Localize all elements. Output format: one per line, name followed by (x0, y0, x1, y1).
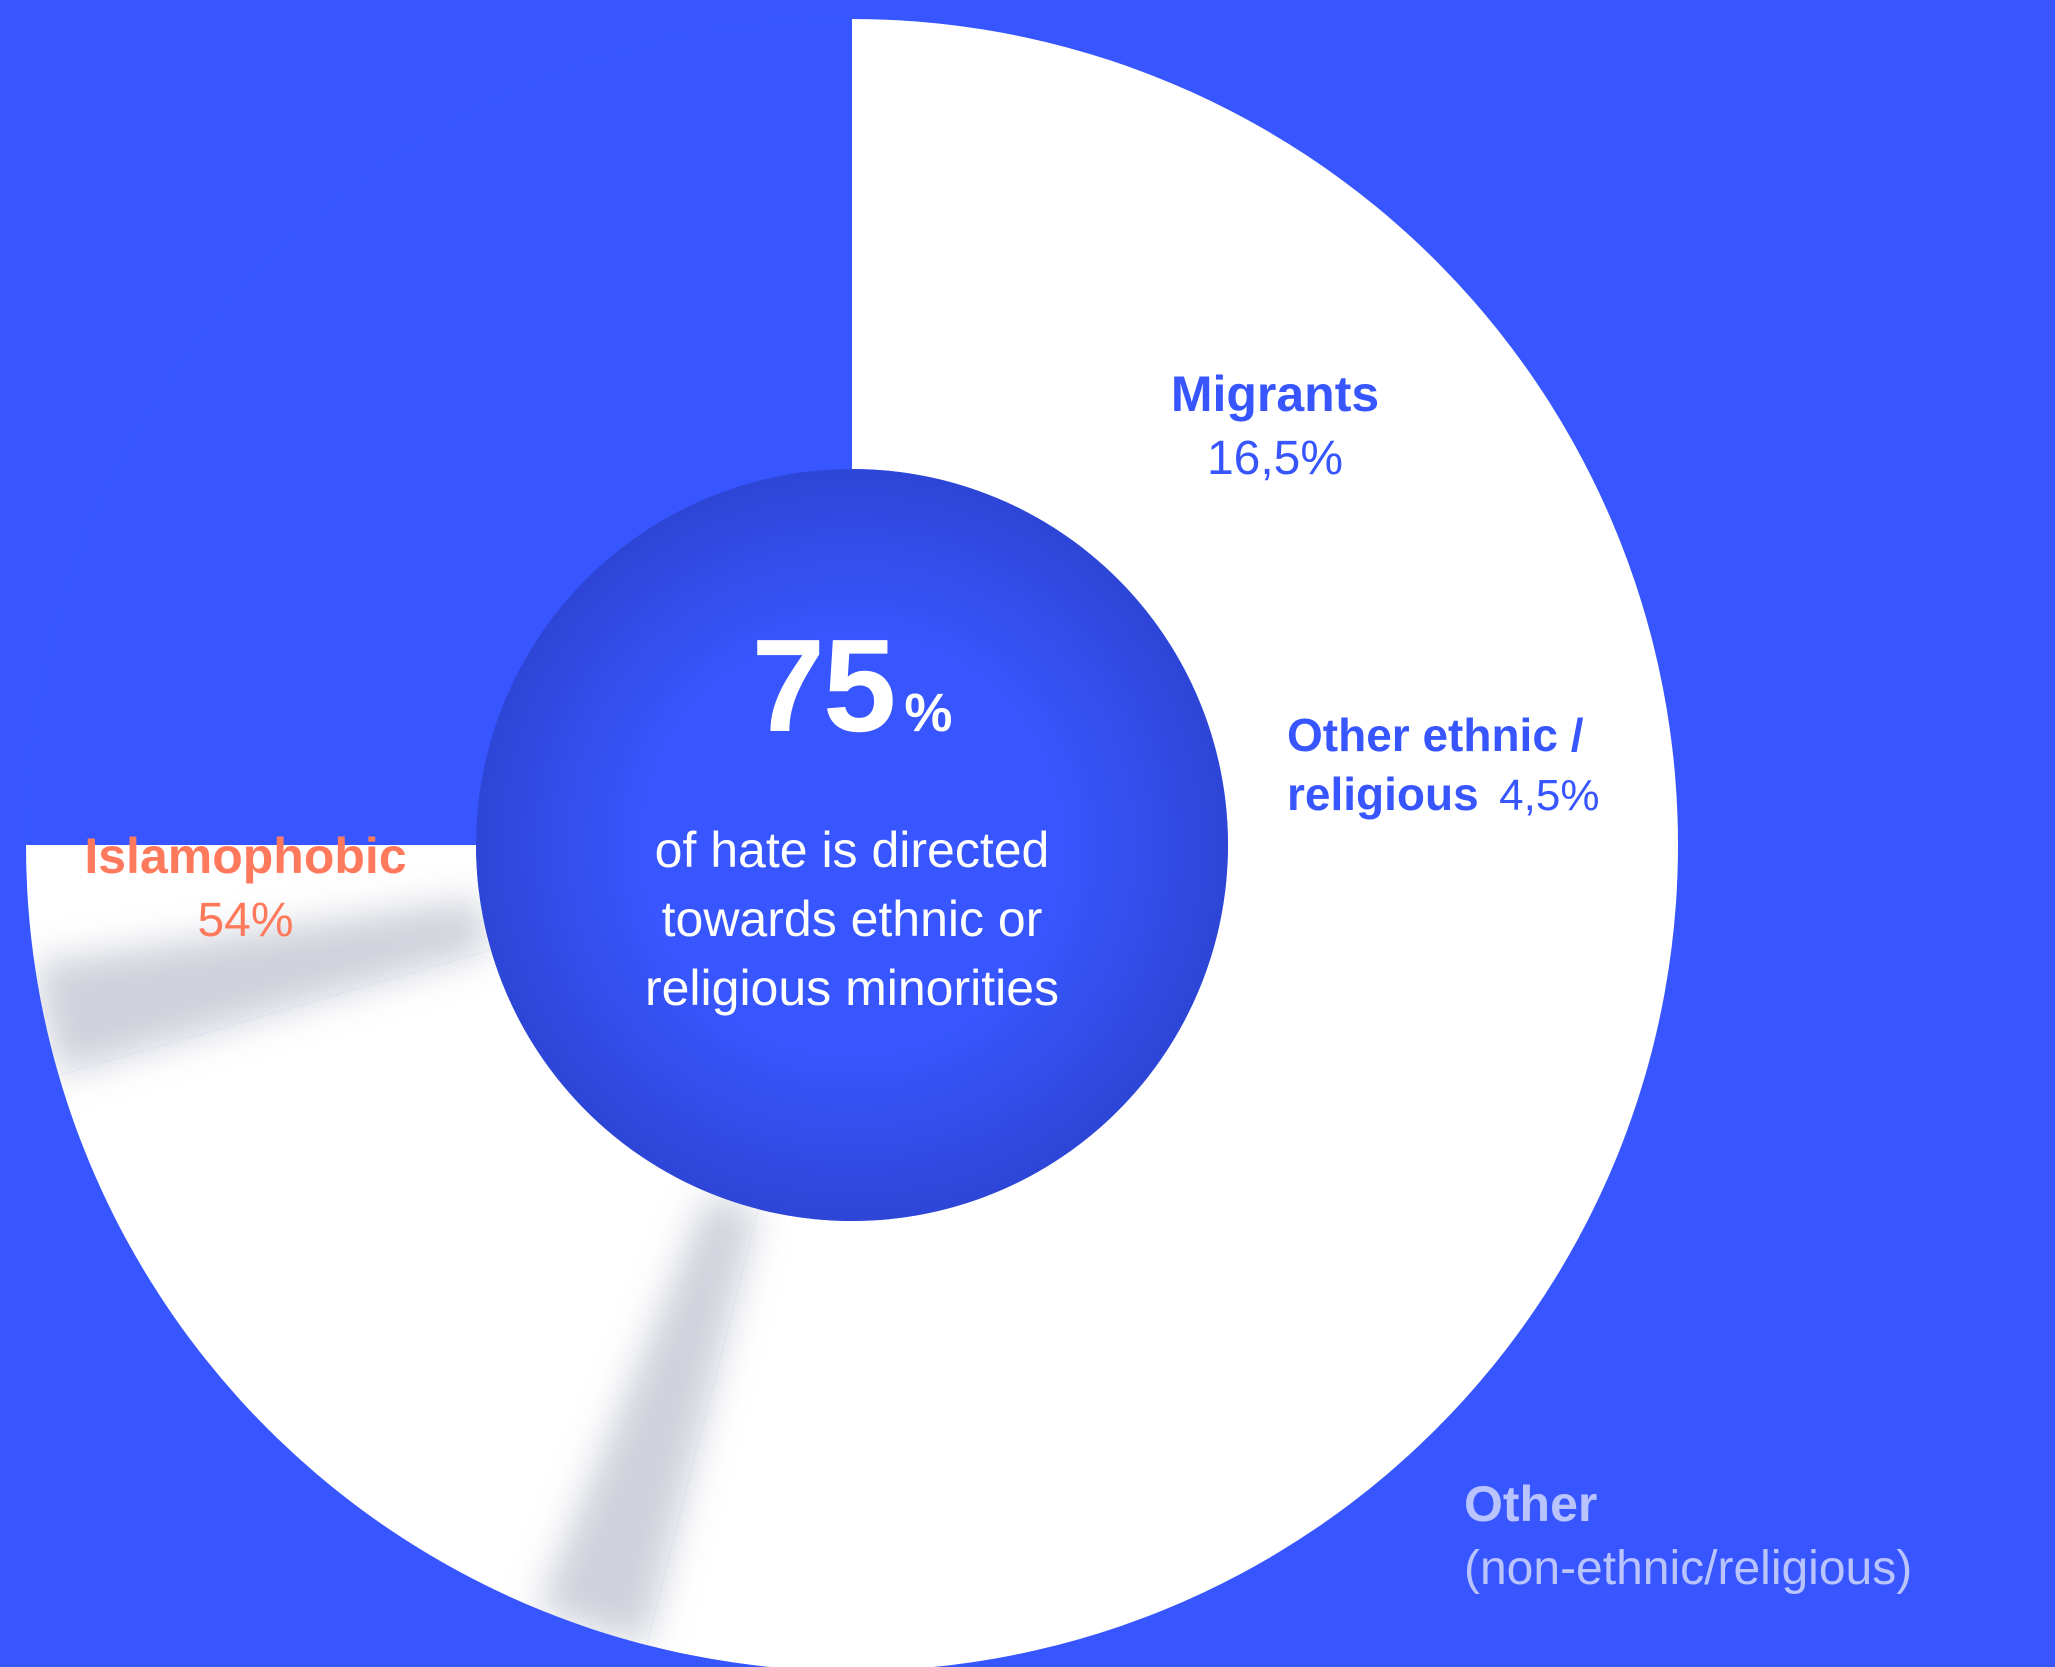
center-caption-line-2: towards ethnic or (661, 891, 1043, 947)
label-islamophobic-value: 54% (197, 894, 294, 947)
slice-shadow-other-ethnic (34, 898, 491, 1076)
label-other-value: (non-ethnic/religious) (1464, 1542, 1913, 1595)
slice-islamophobic (646, 19, 1678, 1667)
label-other-ethnic-name-line2: religious (1287, 768, 1479, 821)
label-migrants: Migrants 16,5% (1150, 364, 1400, 488)
label-migrants-name: Migrants (1170, 366, 1380, 422)
center-figure: 75% (482, 620, 1222, 752)
label-islamophobic-name: Islamophobic (84, 828, 407, 884)
center-summary: 75% of hate is directed towards ethnic o… (482, 620, 1222, 1023)
slice-shadows (34, 898, 759, 1646)
label-other-ethnic-name-line1: Other ethnic / (1287, 709, 1584, 761)
center-caption-line-1: of hate is directed (654, 822, 1050, 878)
slice-migrants (58, 949, 759, 1646)
label-other-ethnic: Other ethnic / religious 4,5% (1287, 708, 1599, 823)
label-islamophobic: Islamophobic 54% (68, 826, 423, 950)
center-caption-line-3: religious minorities (644, 960, 1060, 1016)
label-other-name: Other (1464, 1476, 1598, 1532)
donut-center-circle (476, 469, 1228, 1221)
center-unit: % (904, 683, 953, 743)
label-migrants-value: 16,5% (1206, 432, 1344, 485)
center-caption: of hate is directed towards ethnic or re… (482, 816, 1222, 1023)
label-other: Other (non-ethnic/religious) (1464, 1474, 1912, 1598)
slice-other (26, 19, 852, 845)
label-other-ethnic-value: 4,5% (1499, 771, 1600, 821)
center-value: 75 (751, 612, 897, 759)
donut-slices (26, 19, 1678, 1667)
slice-shadow-migrants (537, 1192, 759, 1646)
